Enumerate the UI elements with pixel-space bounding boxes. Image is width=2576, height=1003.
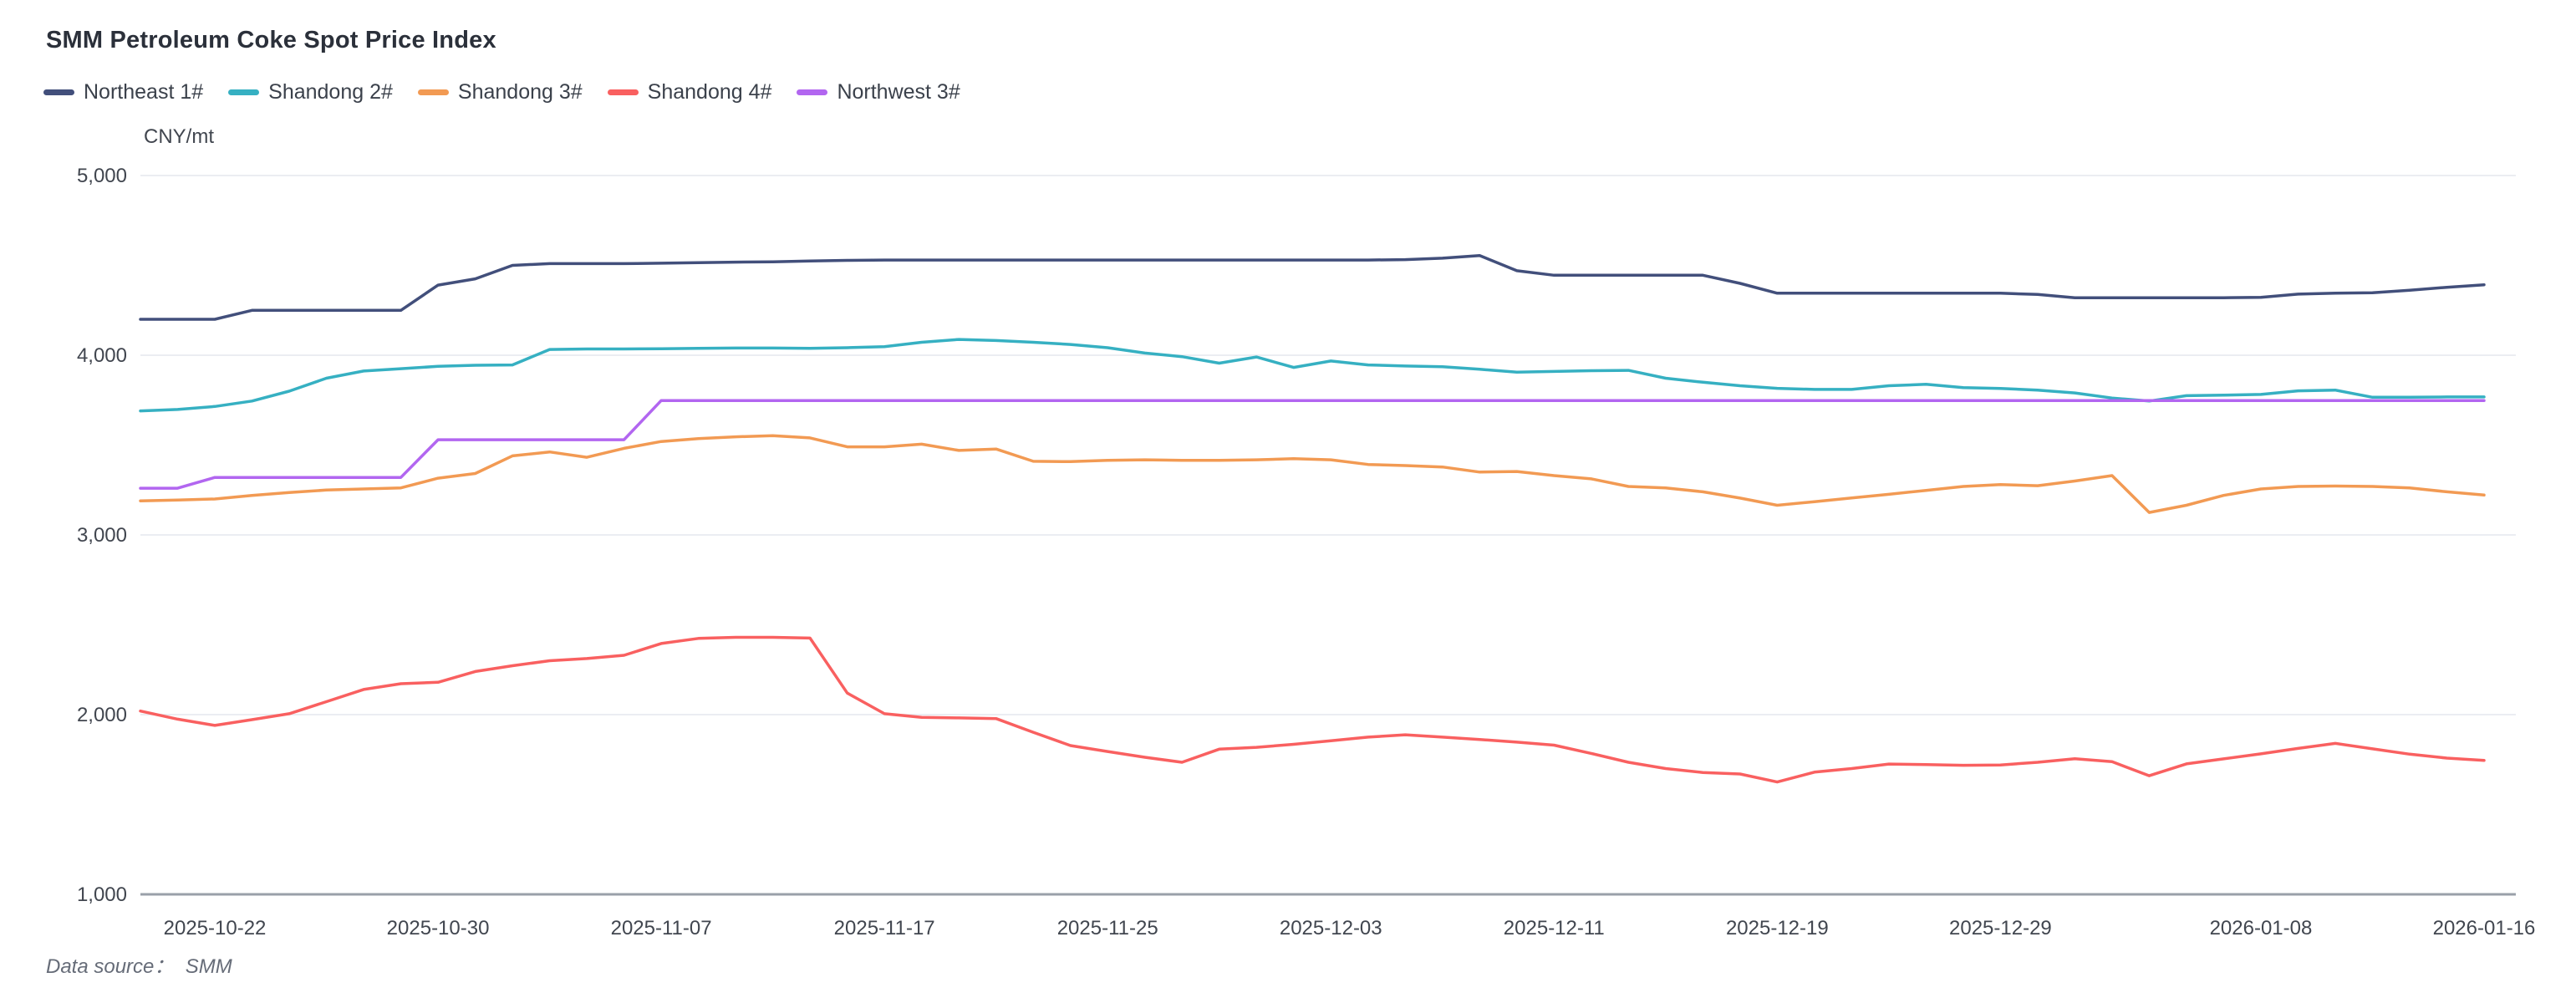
legend-item-northwest-3[interactable]: Northwest 3# bbox=[797, 82, 960, 103]
series-line-shandong-4 bbox=[139, 635, 2486, 784]
legend-swatch-icon bbox=[607, 89, 639, 95]
x-axis-tick-label: 2025-12-11 bbox=[1504, 917, 1605, 939]
series-line-northeast-1 bbox=[139, 253, 2486, 321]
y-axis-unit-label: CNY/mt bbox=[144, 125, 214, 148]
legend-item-label: Shandong 3# bbox=[457, 80, 583, 104]
x-axis-tick-label: 2025-11-25 bbox=[1057, 917, 1158, 939]
x-axis-tick-label: 2025-12-19 bbox=[1726, 917, 1829, 939]
x-axis-tick-label: 2026-01-08 bbox=[2210, 917, 2313, 939]
legend-swatch-icon bbox=[43, 89, 74, 95]
legend-item-northeast-1[interactable]: Northeast 1# bbox=[43, 82, 203, 103]
legend-item-shandong-3[interactable]: Shandong 3# bbox=[417, 80, 583, 104]
y-axis-tick-label: 1,000 bbox=[77, 883, 127, 906]
legend-item-label: Shandong 4# bbox=[647, 80, 772, 104]
legend-item-label: Northeast 1# bbox=[84, 80, 204, 104]
series-line-northwest-3 bbox=[139, 399, 2486, 490]
legend-swatch-icon bbox=[797, 89, 828, 95]
legend-item-shandong-2[interactable]: Shandong 2# bbox=[228, 82, 393, 103]
legend-swatch-icon bbox=[228, 89, 260, 95]
legend-swatch-icon bbox=[417, 89, 449, 95]
series-line-shandong-2 bbox=[139, 338, 2486, 413]
y-axis-tick-label: 3,000 bbox=[77, 524, 127, 547]
legend-item-shandong-4[interactable]: Shandong 4# bbox=[607, 80, 772, 104]
x-axis-tick-label: 2025-11-17 bbox=[834, 917, 935, 939]
x-axis-tick-label: 2026-01-16 bbox=[2433, 917, 2536, 939]
y-axis-tick-label: 5,000 bbox=[77, 165, 127, 187]
legend-item-label: Northwest 3# bbox=[837, 80, 960, 104]
x-axis-tick-label: 2025-11-07 bbox=[611, 917, 712, 939]
y-axis-tick-label: 2,000 bbox=[77, 704, 127, 726]
y-axis-tick-label: 4,000 bbox=[77, 344, 127, 367]
legend-item-label: Shandong 2# bbox=[268, 80, 393, 104]
page-title: SMM Petroleum Coke Spot Price Index bbox=[46, 27, 496, 53]
x-axis-tick-label: 2025-10-22 bbox=[164, 917, 267, 939]
x-axis-tick-label: 2025-10-30 bbox=[387, 917, 490, 939]
x-axis-tick-label: 2025-12-03 bbox=[1280, 917, 1382, 939]
legend: Northeast 1# Shandong 2# Shandong 3# Shando… bbox=[43, 82, 960, 103]
x-axis-tick-label: 2025-12-29 bbox=[1949, 917, 2052, 939]
data-source-note: Data source： SMM bbox=[46, 955, 232, 978]
series-line-shandong-3 bbox=[139, 434, 2486, 514]
